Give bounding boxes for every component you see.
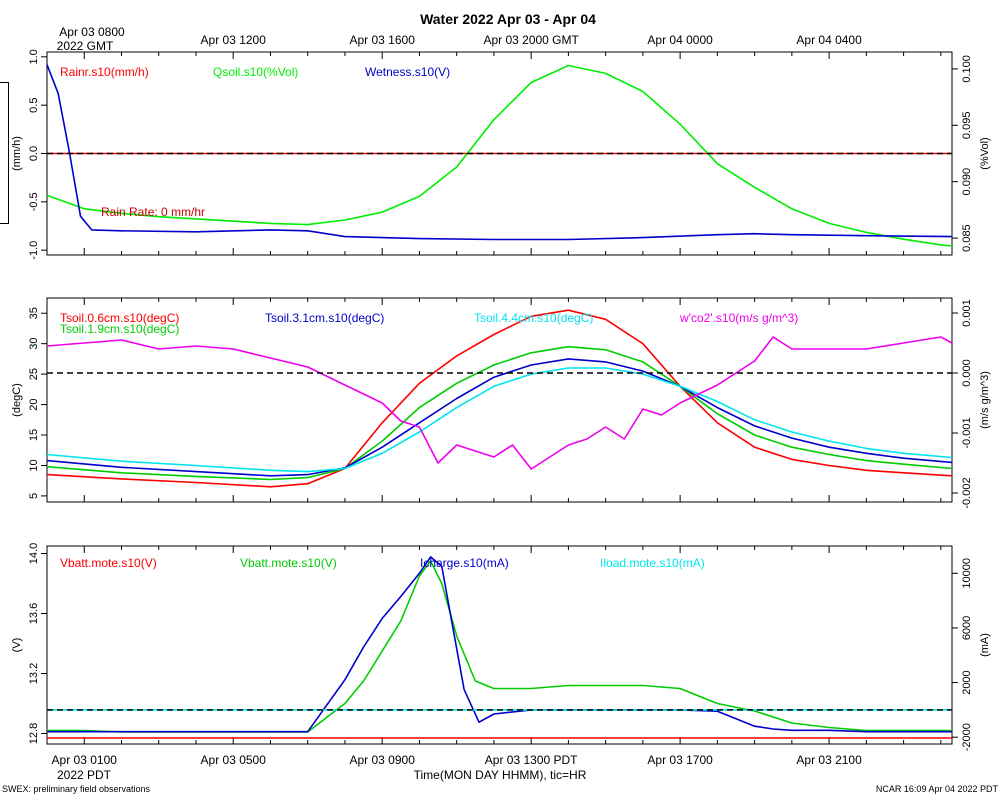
y-left-axis-label: (degC) (11, 383, 23, 417)
y-left-tick-label: 0.0 (28, 146, 40, 161)
panel-top: -1.0 -0.5 0.0 0.5 1.0 (mm/h) 0.085 0.090 0.095 0.… (11, 49, 991, 259)
bottom-axis-tick-label: Apr 03 1300 PDT (485, 753, 578, 767)
legend-label: Qsoil.s10(%Vol) (213, 65, 298, 79)
top-axis-tick-label: Apr 04 0000 (647, 33, 713, 47)
y-right-axis-label: (mA) (979, 633, 991, 657)
top-axis-tick-label: Apr 03 2000 GMT (483, 33, 579, 47)
left-edge-box (0, 82, 9, 224)
top-axis-label: Apr 03 0800 (59, 25, 125, 39)
footer-left: SWEX: preliminary field observations (2, 784, 151, 794)
y-left-tick-label: 30 (28, 338, 40, 350)
panel-frame (46, 297, 953, 503)
legend-label: Tsoil.4.4cm.s10(degC) (474, 311, 593, 325)
panel-frame (46, 545, 953, 745)
y-right-tick-label: 0.090 (961, 168, 973, 196)
annotation-label: Rain Rate: 0 mm/hr (101, 205, 205, 219)
series-line (47, 556, 952, 733)
panel-bottom: 12.8 13.2 13.6 14.0 (V) -2000 2000 6000 10000 (mA… (11, 543, 991, 751)
y-right-tick-label: 0.085 (961, 224, 973, 252)
series-line (46, 345, 953, 481)
y-right-tick-label: 0.095 (961, 112, 973, 140)
top-axis-label: 2022 GMT (57, 39, 114, 53)
series-line (46, 336, 953, 470)
bottom-axis-tick-label: Apr 03 0100 (52, 753, 118, 767)
series-line (46, 64, 953, 241)
y-left-axis-label: (mm/h) (11, 136, 23, 171)
y-left-tick-label: 35 (28, 307, 40, 319)
bottom-axis-year: 2022 PDT (57, 768, 112, 782)
legend-label: Iload.mote.s10(mA) (600, 556, 705, 570)
legend-label: Wetness.s10(V) (365, 65, 450, 79)
y-left-tick-label: 0.5 (28, 98, 40, 113)
y-left-tick-label: 12.8 (28, 723, 40, 744)
series-line (46, 309, 953, 488)
y-right-tick-label: 0.100 (961, 55, 973, 83)
y-right-tick-label: 0.000 (961, 359, 973, 387)
y-right-tick-label: -0.002 (961, 477, 973, 508)
y-left-tick-label: 25 (28, 368, 40, 380)
legend-label: w'co2'.s10(m/s g/m^3) (679, 311, 798, 325)
y-right-axis-label: (m/s g/m^3) (979, 371, 991, 429)
y-left-tick-label: 10 (28, 459, 40, 471)
y-right-axis-label: (%Vol) (979, 137, 991, 169)
y-left-tick-label: 13.6 (28, 603, 40, 624)
y-left-tick-label: 13.2 (28, 663, 40, 684)
y-left-tick-label: 14.0 (28, 543, 40, 564)
y-left-tick-label: 5 (28, 493, 40, 499)
legend-label: Tsoil.3.1cm.s10(degC) (265, 311, 384, 325)
chart-title: Water 2022 Apr 03 - Apr 04 (420, 11, 596, 27)
y-right-tick-label: 6000 (961, 616, 973, 640)
legend-label: Icharge.s10(mA) (420, 556, 509, 570)
bottom-axis-tick-label: Apr 03 0900 (349, 753, 415, 767)
bottom-axis-tick-label: Apr 03 0500 (201, 753, 267, 767)
y-left-tick-label: 1.0 (28, 49, 40, 64)
y-right-tick-label: 2000 (961, 670, 973, 694)
y-left-tick-label: 15 (28, 429, 40, 441)
legend-label: Vbatt.mote.s10(V) (60, 556, 157, 570)
x-axis-title: Time(MON DAY HHMM), tic=HR (414, 768, 587, 782)
series-line (46, 64, 953, 247)
y-right-tick-label: -0.001 (961, 417, 973, 448)
y-left-tick-label: -0.5 (28, 192, 40, 211)
top-axis-tick-label: Apr 03 1600 (349, 33, 415, 47)
series-line (46, 367, 953, 473)
bottom-axis-tick-label: Apr 03 2100 (796, 753, 862, 767)
y-right-tick-label: -2000 (961, 723, 973, 751)
y-left-axis-label: (V) (11, 638, 23, 653)
footer-right: NCAR 16:09 Apr 04 2022 PDT (876, 784, 999, 794)
legend-label: Tsoil.0.6cm.s10(degC) (60, 311, 179, 325)
top-axis-tick-label: Apr 04 0400 (796, 33, 862, 47)
legend-label: Rainr.s10(mm/h) (60, 65, 149, 79)
legend-label: Tsoil.1.9cm.s10(degC) (60, 322, 179, 336)
y-right-tick-label: 10000 (961, 558, 973, 589)
legend-label: Vbatt.mote.s10(V) (240, 556, 337, 570)
panel-middle: 5 10 15 20 25 30 35 (degC) -0.002 -0.001 0.000 0.00… (11, 297, 991, 509)
y-right-tick-label: 0.001 (961, 299, 973, 327)
y-left-tick-label: -1.0 (28, 241, 40, 260)
series-line (47, 560, 952, 733)
y-left-tick-label: 20 (28, 398, 40, 410)
top-axis-tick-label: Apr 03 1200 (201, 33, 267, 47)
bottom-axis-tick-label: Apr 03 1700 (647, 753, 713, 767)
series-line (46, 358, 953, 477)
